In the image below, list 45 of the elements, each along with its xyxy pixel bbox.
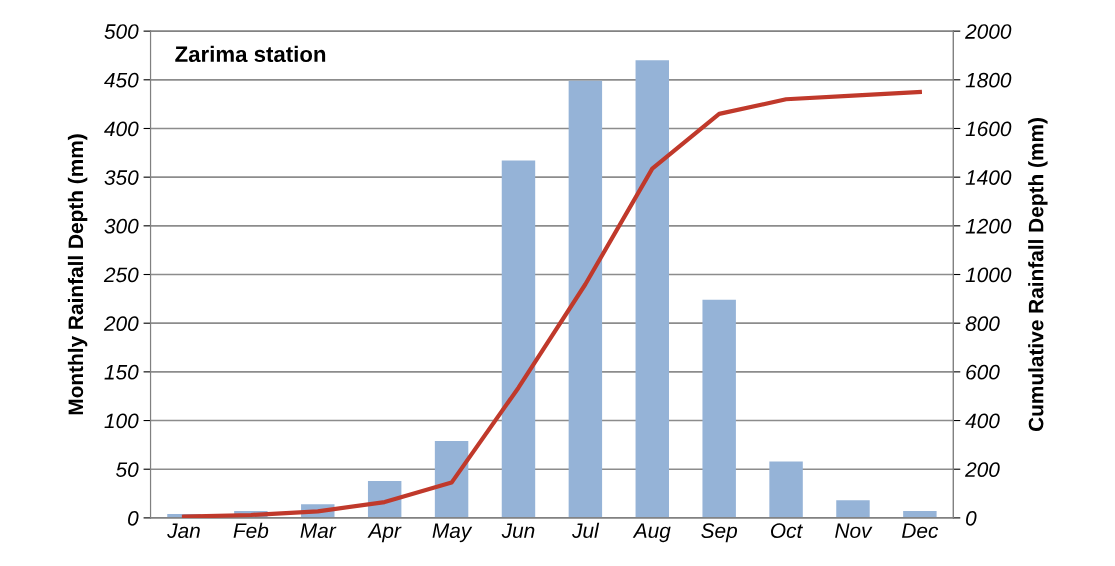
bar (568, 80, 603, 518)
y-tick-label: 50 (116, 462, 139, 477)
y-tick-label: 200 (103, 316, 139, 331)
x-tick-label: Oct (771, 523, 803, 539)
y2-tick-label: 1800 (965, 72, 1012, 88)
y2-tick-label: 1200 (965, 218, 1012, 234)
y-tick-label: 500 (104, 24, 139, 39)
y2-tick-label: 1400 (965, 170, 1012, 185)
bar (702, 299, 736, 518)
x-tick-label: Sep (701, 523, 738, 543)
y2-tick-label: 600 (966, 364, 1000, 380)
x-tick-label: Dec (901, 523, 939, 539)
x-tick-label: May (432, 523, 473, 543)
x-tick-label: Aug (632, 523, 671, 543)
y2-tick-label: 1000 (965, 267, 1012, 283)
y2-tick-label: 200 (965, 462, 1000, 477)
line-series (181, 89, 922, 518)
x-tick-label: Mar (300, 523, 337, 539)
y-tick-label: 400 (104, 121, 139, 137)
y-tick-label: 0 (128, 510, 139, 526)
y2-tick-label: 1600 (965, 121, 1012, 137)
bar (501, 160, 536, 518)
y-tick-label: 350 (104, 170, 139, 185)
y-tick-label: 450 (104, 72, 139, 88)
bar (635, 60, 669, 518)
x-tick-label: Jun (501, 523, 535, 539)
bar (836, 500, 870, 518)
x-tick-label: Feb (233, 522, 269, 539)
bar (769, 461, 803, 518)
y-tick-label: 100 (104, 413, 139, 429)
y2-tick-label: 400 (965, 413, 1000, 429)
y2-tick-label: 2000 (965, 24, 1012, 39)
y-tick-label: 250 (103, 267, 139, 283)
x-tick-label: Nov (835, 523, 873, 539)
text: Zarima station (175, 45, 326, 63)
y2-tick-label: 800 (965, 316, 1000, 331)
y-tick-label: 300 (104, 218, 139, 234)
x-tick-label: Jan (167, 523, 200, 539)
y2-axis-title: Cumulative Rainfall Depth (mm) (1028, 118, 1048, 432)
y2-tick-label: 0 (966, 510, 977, 526)
y-axis-title: Monthly Rainfall Depth (mm) (67, 134, 88, 415)
x-tick-label: Jul (572, 522, 600, 539)
bar (434, 440, 469, 518)
x-tick-label: Apr (367, 523, 402, 543)
y-tick-label: 150 (104, 364, 139, 380)
